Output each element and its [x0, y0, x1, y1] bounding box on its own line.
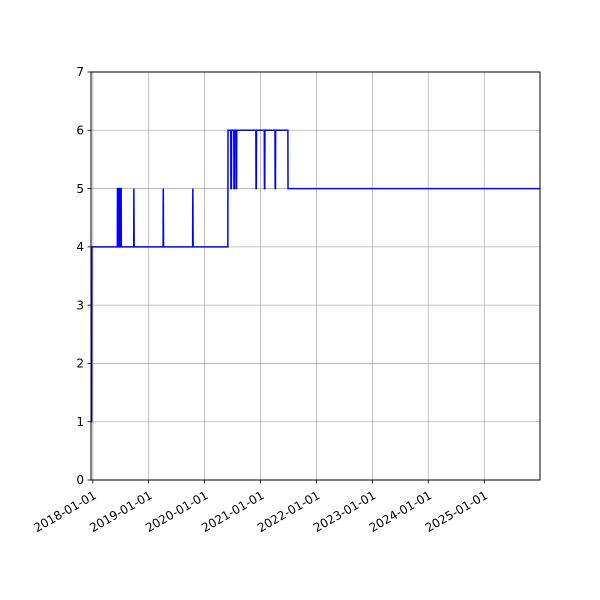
y-tick-label: 3: [76, 298, 84, 312]
plot-frame: [90, 71, 541, 481]
series-line: [90, 129, 540, 423]
y-tick-label: 7: [76, 65, 84, 79]
y-tick-label: 1: [76, 415, 84, 429]
y-tick-label: 6: [76, 123, 84, 137]
y-tick-label: 4: [76, 240, 84, 254]
y-tick-label: 0: [76, 473, 84, 487]
series-layer: [90, 129, 540, 423]
y-tick-label: 2: [76, 357, 84, 371]
axes: [87, 71, 541, 484]
y-tick-label: 5: [76, 182, 84, 196]
